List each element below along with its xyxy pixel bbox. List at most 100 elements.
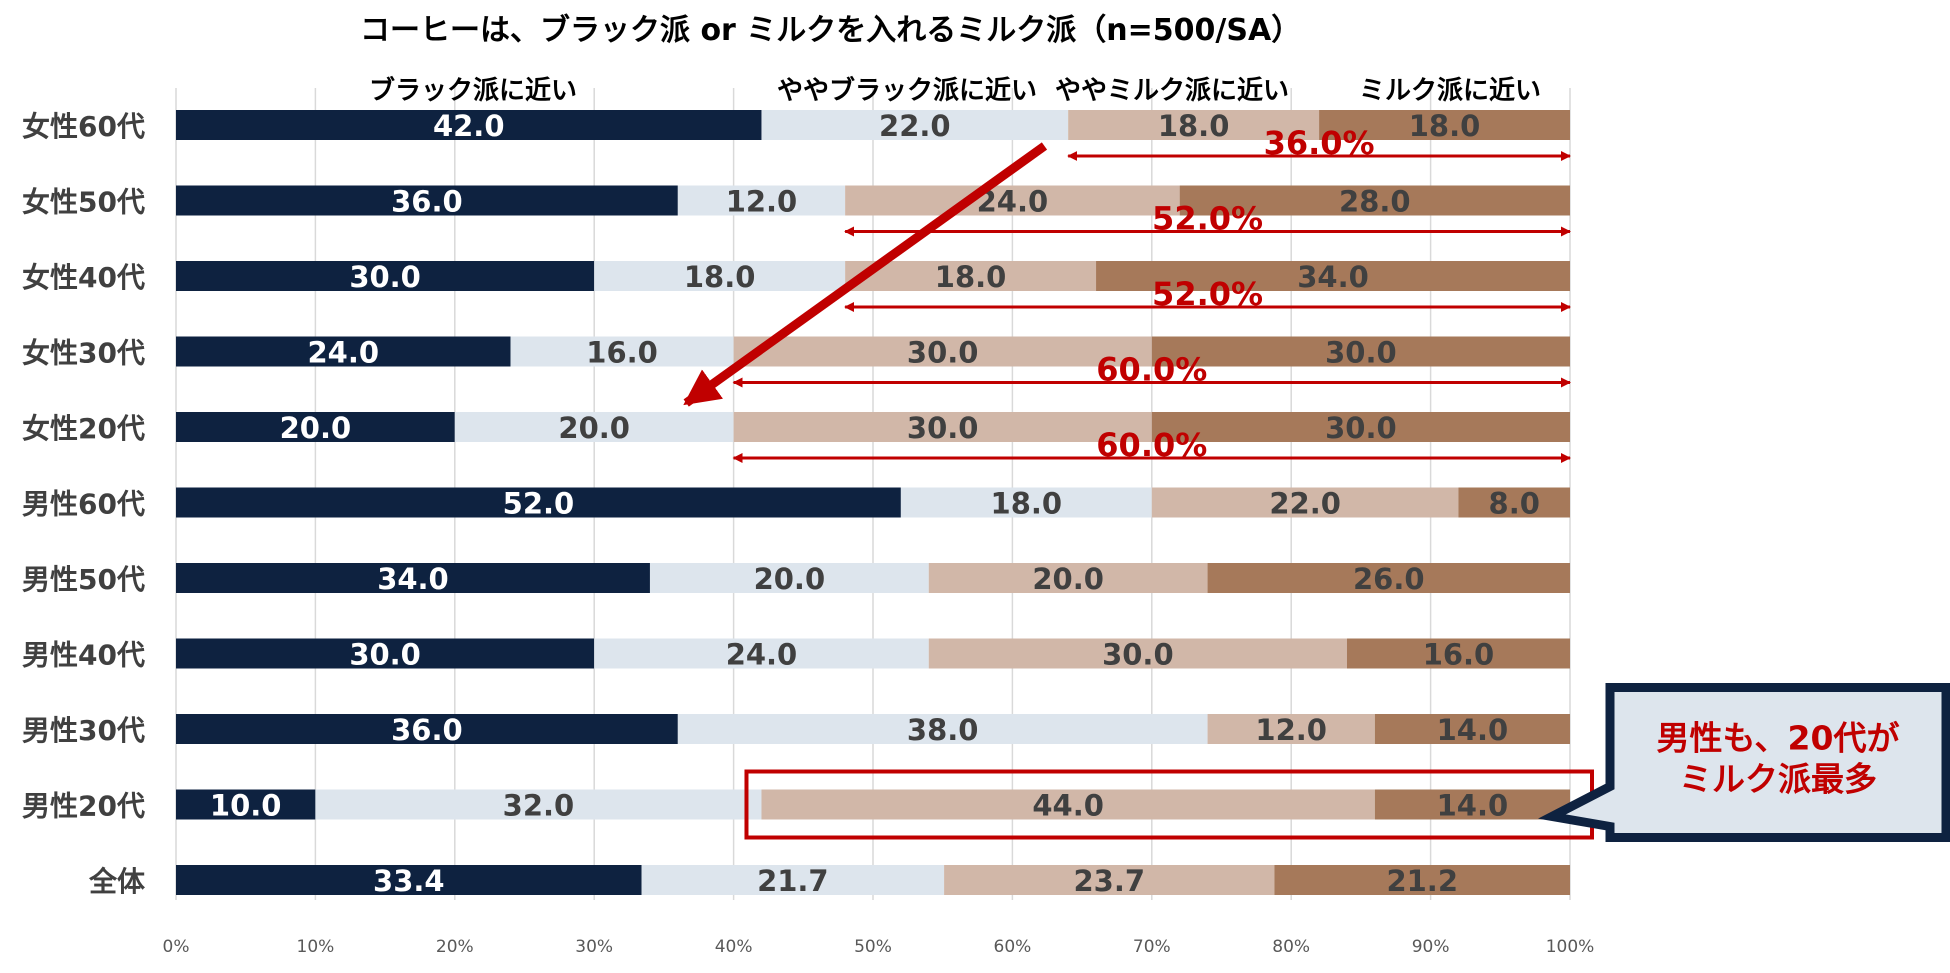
x-tick-label: 90% bbox=[1412, 937, 1450, 957]
legend-item-label: ややブラック派に近い bbox=[777, 75, 1037, 106]
data-label: 33.4 bbox=[373, 864, 445, 898]
range-arrow-label: 60.0% bbox=[1096, 351, 1207, 389]
legend-item-label: ミルク派に近い bbox=[1359, 76, 1541, 106]
bar-segment bbox=[733, 412, 1152, 442]
bar-segment bbox=[1374, 789, 1570, 820]
range-arrow-label: 60.0% bbox=[1096, 426, 1207, 464]
data-label: 18.0 bbox=[1158, 109, 1230, 143]
callout-text: ミルク派最多 bbox=[1679, 760, 1877, 799]
bar-segment bbox=[1458, 487, 1570, 518]
range-arrow-label: 36.0% bbox=[1264, 124, 1375, 162]
data-label: 30.0 bbox=[907, 336, 979, 370]
bar-segment bbox=[761, 110, 1069, 140]
data-label: 18.0 bbox=[991, 487, 1063, 521]
bar-segment bbox=[454, 412, 734, 442]
x-tick-label: 60% bbox=[994, 937, 1032, 957]
bar-segment bbox=[1274, 865, 1570, 895]
bar-segment bbox=[1151, 336, 1570, 367]
bar-segment bbox=[641, 865, 945, 895]
x-tick-label: 50% bbox=[854, 937, 892, 957]
data-label: 20.0 bbox=[1032, 562, 1104, 596]
x-tick-label: 80% bbox=[1272, 937, 1310, 957]
callout-text: 男性も、20代が bbox=[1657, 719, 1900, 758]
bar-segment bbox=[900, 487, 1152, 518]
data-label: 16.0 bbox=[1423, 638, 1495, 672]
data-label: 20.0 bbox=[280, 411, 352, 445]
x-tick-label: 100% bbox=[1546, 937, 1595, 957]
x-axis-ticks: 0% 10% 20% 30% 40% 50% 60% 70% 80% 90% 100% bbox=[163, 937, 1595, 957]
category-label: 男性40代 bbox=[22, 639, 145, 672]
bar-segment bbox=[733, 336, 1152, 367]
x-tick-label: 70% bbox=[1133, 937, 1171, 957]
data-label: 30.0 bbox=[1325, 336, 1397, 370]
data-label: 18.0 bbox=[1409, 109, 1481, 143]
bar-segment bbox=[649, 563, 929, 593]
callout-box bbox=[1538, 683, 1950, 842]
data-label: 26.0 bbox=[1353, 562, 1425, 596]
bar-segment bbox=[176, 638, 595, 669]
bar-segment bbox=[928, 638, 1347, 669]
data-label: 20.0 bbox=[558, 411, 630, 445]
legend-item-label: ややミルク派に近い bbox=[1055, 76, 1289, 106]
bar-segment bbox=[1096, 261, 1570, 291]
bar-segment bbox=[1207, 563, 1570, 593]
bars bbox=[176, 110, 1570, 895]
bar-segment bbox=[510, 336, 734, 367]
bar-segment bbox=[176, 336, 511, 367]
data-label: 34.0 bbox=[1297, 260, 1369, 294]
bar-segment bbox=[1374, 714, 1570, 744]
data-label: 18.0 bbox=[684, 260, 756, 294]
data-label: 14.0 bbox=[1437, 713, 1509, 747]
bar-segment bbox=[1151, 487, 1459, 518]
x-tick-label: 30% bbox=[575, 937, 613, 957]
category-label: 全体 bbox=[88, 865, 146, 898]
data-label: 14.0 bbox=[1437, 789, 1509, 823]
bar-segment bbox=[176, 789, 316, 820]
data-label: 32.0 bbox=[503, 789, 575, 823]
bar-segment bbox=[176, 185, 678, 216]
data-label: 42.0 bbox=[433, 109, 505, 143]
data-label: 23.7 bbox=[1074, 864, 1146, 898]
data-label: 16.0 bbox=[586, 336, 658, 370]
legend-item-label: ブラック派に近い bbox=[369, 75, 577, 106]
bar-segment bbox=[1346, 638, 1570, 669]
data-label: 12.0 bbox=[726, 185, 798, 219]
chart-title: コーヒーは、ブラック派 or ミルクを入れるミルク派（n=500/SA） bbox=[360, 13, 1301, 48]
data-label: 10.0 bbox=[210, 789, 282, 823]
data-label: 44.0 bbox=[1032, 789, 1104, 823]
x-tick-label: 10% bbox=[297, 937, 335, 957]
trend-arrow bbox=[683, 142, 1048, 407]
range-arrow-label: 52.0% bbox=[1152, 275, 1263, 313]
category-label: 女性50代 bbox=[22, 186, 145, 219]
bar-segment bbox=[594, 638, 929, 669]
data-label: 24.0 bbox=[726, 638, 798, 672]
bar-segment bbox=[677, 714, 1208, 744]
bar-segment bbox=[1179, 185, 1570, 216]
category-label: 女性60代 bbox=[22, 110, 145, 143]
data-label: 30.0 bbox=[349, 638, 421, 672]
data-label: 20.0 bbox=[754, 562, 826, 596]
bar-segment bbox=[176, 714, 678, 744]
data-label: 30.0 bbox=[1102, 638, 1174, 672]
bar-segment bbox=[176, 261, 595, 291]
data-label: 36.0 bbox=[391, 713, 463, 747]
bar-segment bbox=[315, 789, 762, 820]
x-tick-label: 40% bbox=[715, 937, 753, 957]
value-labels: 42.0 22.0 18.0 18.0 36.0 12.0 24.0 28.0 30.0 18.0… bbox=[210, 109, 1540, 898]
category-label: 男性60代 bbox=[22, 488, 145, 521]
category-label: 男性30代 bbox=[22, 714, 145, 747]
bar-segment bbox=[1319, 110, 1570, 140]
data-label: 22.0 bbox=[879, 109, 951, 143]
bar-segment bbox=[845, 261, 1097, 291]
bar-segment bbox=[761, 789, 1375, 820]
data-label: 30.0 bbox=[349, 260, 421, 294]
data-label: 30.0 bbox=[907, 411, 979, 445]
category-label: 女性20代 bbox=[22, 412, 145, 445]
category-label: 男性20代 bbox=[22, 790, 145, 823]
data-label: 36.0 bbox=[391, 185, 463, 219]
x-tick-label: 0% bbox=[163, 937, 190, 957]
range-arrow-label: 52.0% bbox=[1152, 200, 1263, 238]
data-label: 21.2 bbox=[1386, 864, 1458, 898]
